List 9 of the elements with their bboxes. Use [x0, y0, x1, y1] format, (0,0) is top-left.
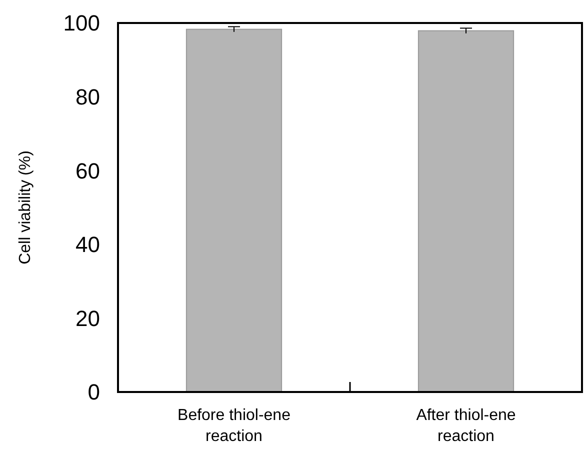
y-tick-label: 100 — [63, 10, 100, 36]
y-tick-label: 60 — [76, 158, 100, 184]
y-axis-title: Cell viability (%) — [17, 150, 34, 264]
y-tick-label: 20 — [76, 306, 100, 331]
y-tick-label: 40 — [76, 232, 100, 258]
y-tick-label: 80 — [76, 84, 100, 110]
x-tick-label: After thiol-ene reaction — [416, 407, 516, 445]
y-tick-label: 0 — [88, 380, 100, 405]
x-tick-label: Before thiol-ene reaction — [178, 407, 291, 445]
